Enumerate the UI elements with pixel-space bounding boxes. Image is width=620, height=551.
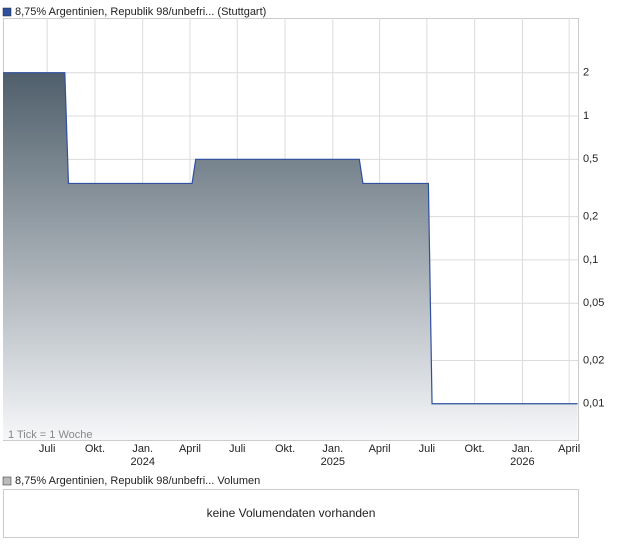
y-tick-label: 0,5 bbox=[583, 153, 598, 165]
y-tick-label: 0,02 bbox=[583, 354, 604, 366]
legend-swatch bbox=[2, 7, 12, 17]
line bbox=[3, 72, 578, 405]
volume-legend: 8,75% Argentinien, Republik 98/unbefri..… bbox=[15, 475, 260, 487]
y-tick-label: 1 bbox=[583, 110, 589, 122]
x-tick-label: Okt. bbox=[275, 443, 295, 455]
x-tick-label: Okt. bbox=[465, 443, 485, 455]
x-tick-label: April bbox=[369, 443, 391, 455]
x-year-label: 2024 bbox=[130, 456, 154, 468]
x-tick-label: Okt. bbox=[85, 443, 105, 455]
y-tick-label: 0,05 bbox=[583, 297, 604, 309]
volume-message: keine Volumendaten vorhanden bbox=[207, 506, 376, 520]
volume-panel bbox=[3, 489, 579, 538]
area bbox=[3, 72, 578, 440]
x-tick-label: Jan. bbox=[512, 443, 533, 455]
x-tick-label: Juli bbox=[419, 443, 436, 455]
x-tick-label: Juli bbox=[39, 443, 56, 455]
y-tick-label: 0,2 bbox=[583, 210, 598, 222]
x-year-label: 2026 bbox=[510, 456, 534, 468]
x-year-label: 2025 bbox=[321, 456, 345, 468]
x-tick-label: Juli bbox=[229, 443, 246, 455]
x-tick-label: April bbox=[558, 443, 580, 455]
tick-note: 1 Tick = 1 Woche bbox=[8, 429, 92, 441]
legend-label: 8,75% Argentinien, Republik 98/unbefri..… bbox=[15, 6, 266, 18]
x-tick-label: April bbox=[179, 443, 201, 455]
y-tick-label: 0,1 bbox=[583, 254, 598, 266]
y-tick-label: 0,01 bbox=[583, 398, 604, 410]
volume-swatch bbox=[2, 476, 12, 486]
x-tick-label: Jan. bbox=[322, 443, 343, 455]
y-tick-label: 2 bbox=[583, 67, 589, 79]
x-tick-label: Jan. bbox=[132, 443, 153, 455]
